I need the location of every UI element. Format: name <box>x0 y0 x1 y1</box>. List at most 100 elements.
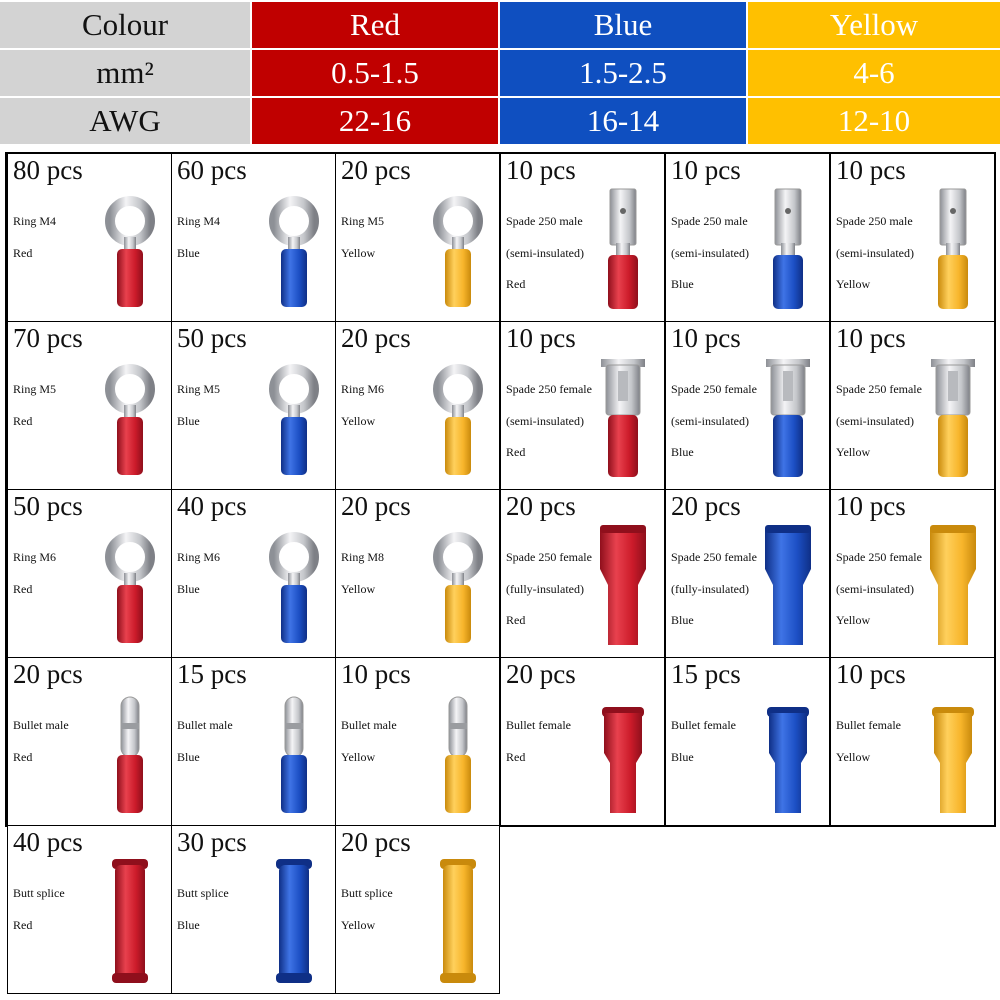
product-description-line: Butt splice <box>13 886 65 900</box>
product-description-line: Yellow <box>341 749 376 764</box>
spade-male-icon <box>588 163 658 313</box>
ring-terminal-icon <box>259 163 329 313</box>
product-quantity: 50 pcs <box>177 323 247 353</box>
product-cell: 20 pcs Spade 250 female (fully-insulated) R… <box>500 489 665 658</box>
product-description: Butt splice Yellow <box>341 878 393 941</box>
ring-terminal-icon <box>259 331 329 481</box>
product-quantity: 20 pcs <box>506 659 576 689</box>
bullet-male-icon <box>423 667 493 817</box>
product-description-line: Blue <box>177 245 200 260</box>
product-cell: 15 pcs Bullet female Blue <box>665 657 830 826</box>
spec-label-awg: AWG <box>0 98 250 144</box>
product-description: Ring M6 Blue <box>177 542 220 605</box>
product-description-line: Spade 250 male <box>506 214 583 228</box>
product-cell: 20 pcs Ring M5 Yellow <box>335 153 500 322</box>
product-quantity: 15 pcs <box>177 659 247 689</box>
product-description-line: Bullet female <box>836 718 901 732</box>
product-quantity: 40 pcs <box>13 827 83 857</box>
product-cell: 10 pcs Bullet female Yellow <box>830 657 995 826</box>
product-description-line: Blue <box>671 445 694 459</box>
butt-splice-icon <box>259 835 329 985</box>
ring-terminal-icon <box>423 331 493 481</box>
bullet-female-icon <box>918 667 988 817</box>
bullet-male-icon <box>95 667 165 817</box>
product-description: Spade 250 female (semi-insulated) Red <box>506 374 592 469</box>
product-quantity: 20 pcs <box>671 491 741 521</box>
product-description: Ring M5 Blue <box>177 374 220 437</box>
product-quantity: 10 pcs <box>836 659 906 689</box>
product-description-line: Yellow <box>836 749 871 764</box>
product-quantity: 10 pcs <box>836 155 906 185</box>
product-cell: 10 pcs Bullet male Yellow <box>335 657 500 826</box>
product-description-line: Red <box>506 277 526 291</box>
product-description-line: Bullet male <box>341 718 397 732</box>
ring-terminal-icon <box>259 499 329 649</box>
product-description-line: Red <box>13 749 33 764</box>
ring-terminal-icon <box>423 163 493 313</box>
product-quantity: 20 pcs <box>341 827 411 857</box>
spec-table: Colour Red Blue Yellow mm² 0.5-1.5 1.5-2… <box>0 0 1000 146</box>
product-description: Ring M4 Red <box>13 206 56 269</box>
product-description: Ring M5 Red <box>13 374 56 437</box>
product-cell: 40 pcs Ring M6 Blue <box>171 489 336 658</box>
product-cell: 10 pcs Spade 250 male (semi-insulated) Blue <box>665 153 830 322</box>
product-description: Ring M8 Yellow <box>341 542 384 605</box>
product-description: Spade 250 female (semi-insulated) Yellow <box>836 374 922 469</box>
spec-awg-yellow: 12-10 <box>748 98 1000 144</box>
product-description-line: (semi-insulated) <box>506 245 584 260</box>
product-quantity: 70 pcs <box>13 323 83 353</box>
product-description-line: Ring M8 <box>341 550 385 564</box>
product-quantity: 40 pcs <box>177 491 247 521</box>
product-cell: 30 pcs Butt splice Blue <box>171 825 336 994</box>
product-quantity: 20 pcs <box>341 491 411 521</box>
product-quantity: 20 pcs <box>341 155 411 185</box>
product-quantity: 10 pcs <box>341 659 411 689</box>
product-description-line: Red <box>13 917 33 932</box>
product-description: Bullet female Yellow <box>836 710 901 773</box>
spec-colour-blue: Blue <box>500 2 746 48</box>
spade-fully-insulated-icon <box>753 499 823 649</box>
product-cell: 50 pcs Ring M5 Blue <box>171 321 336 490</box>
product-quantity: 20 pcs <box>506 491 576 521</box>
product-description: Bullet male Blue <box>177 710 233 773</box>
product-cell: 10 pcs Spade 250 female (semi-insulated) Ye… <box>830 321 995 490</box>
spec-colour-red: Red <box>252 2 498 48</box>
bullet-male-icon <box>259 667 329 817</box>
product-description-line: Ring M4 <box>13 214 57 228</box>
product-cell: 40 pcs Butt splice Red <box>7 825 172 994</box>
product-description: Spade 250 male (semi-insulated) Blue <box>671 206 749 301</box>
product-quantity: 10 pcs <box>836 323 906 353</box>
product-description-line: Ring M5 <box>341 214 385 228</box>
product-cell: 60 pcs Ring M4 Blue <box>171 153 336 322</box>
product-description-line: Butt splice <box>177 886 229 900</box>
product-cell: 10 pcs Spade 250 female (semi-insulated) Ye… <box>830 489 995 658</box>
spec-mm2-red: 0.5-1.5 <box>252 50 498 96</box>
product-cell: 50 pcs Ring M6 Red <box>7 489 172 658</box>
product-description-line: Blue <box>177 581 200 596</box>
product-description-line: Red <box>506 749 526 764</box>
product-description-line: Spade 250 female <box>836 550 922 564</box>
product-description: Bullet male Yellow <box>341 710 397 773</box>
product-description: Ring M6 Red <box>13 542 56 605</box>
product-cell: 20 pcs Bullet female Red <box>500 657 665 826</box>
product-description-line: Blue <box>671 613 694 627</box>
product-quantity: 10 pcs <box>506 323 576 353</box>
product-description-line: Blue <box>671 749 694 764</box>
spec-colour-yellow: Yellow <box>748 2 1000 48</box>
product-quantity: 10 pcs <box>836 491 906 521</box>
butt-splice-icon <box>95 835 165 985</box>
spec-label-colour: Colour <box>0 2 250 48</box>
product-description-line: (semi-insulated) <box>836 581 914 596</box>
product-cell: 80 pcs Ring M4 Red <box>7 153 172 322</box>
product-description-line: Red <box>506 613 526 627</box>
spec-label-mm2: mm² <box>0 50 250 96</box>
product-cell: 20 pcs Butt splice Yellow <box>335 825 500 994</box>
product-description-line: Spade 250 female <box>671 382 757 396</box>
product-description: Bullet male Red <box>13 710 69 773</box>
product-description-line: Red <box>13 245 33 260</box>
product-description-line: Red <box>506 445 526 459</box>
spec-awg-red: 22-16 <box>252 98 498 144</box>
product-description-line: (fully-insulated) <box>506 581 584 596</box>
product-cell: 20 pcs Ring M8 Yellow <box>335 489 500 658</box>
product-quantity: 10 pcs <box>671 155 741 185</box>
